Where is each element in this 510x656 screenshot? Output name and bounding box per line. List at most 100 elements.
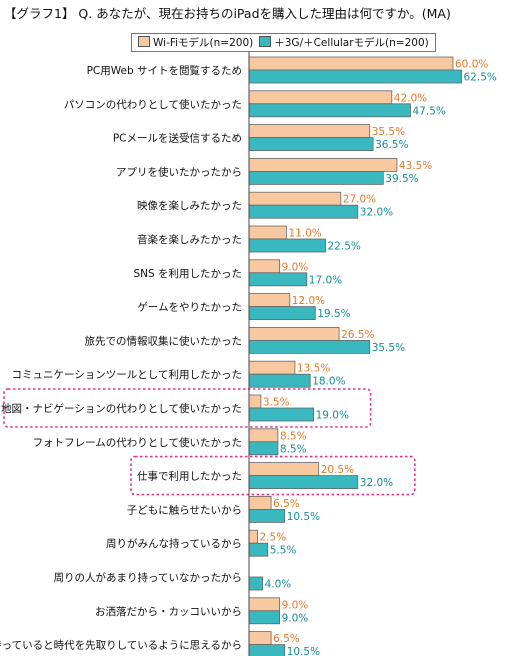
bar-cellular-8 [248, 339, 371, 354]
value-label-cellular-7: 19.5% [317, 308, 350, 320]
category-label-6: SNS を利用したかった [133, 268, 242, 280]
category-label-7: ゲームをやりたかった [137, 302, 242, 314]
bar-wifi-17 [248, 631, 272, 645]
bar-wifi-8 [248, 326, 340, 341]
value-label-cellular-8: 35.5% [372, 342, 405, 354]
legend-label-wifi: Wi-Fiモデル(n=200) [153, 37, 254, 49]
value-label-cellular-17: 10.5% [287, 646, 320, 656]
bar-cellular-9 [248, 373, 311, 388]
category-label-13: 子どもに触らせたいから [127, 503, 242, 516]
value-label-cellular-11: 8.5% [280, 443, 307, 455]
category-label-1: パソコンの代わりとして使いたかった [64, 98, 242, 111]
bar-cellular-2 [248, 137, 374, 152]
category-label-3: アプリを使いたかったから [116, 165, 242, 178]
bar-cellular-14 [248, 542, 269, 557]
bar-cellular-15 [248, 576, 264, 591]
value-label-cellular-15: 4.0% [265, 579, 292, 591]
category-label-12: 仕事で利用したかった [137, 470, 242, 483]
value-label-wifi-10: 3.5% [263, 397, 290, 409]
bar-wifi-4 [248, 191, 342, 206]
bar-wifi-3 [248, 157, 398, 172]
value-label-wifi-12: 20.5% [321, 464, 354, 476]
bar-wifi-14 [248, 529, 258, 544]
value-label-cellular-5: 22.5% [328, 241, 361, 253]
legend-item-wifi: Wi-Fiモデル(n=200) [138, 35, 253, 50]
bar-wifi-16 [248, 597, 281, 612]
category-label-2: PCメールを送受信するため [113, 132, 242, 145]
bar-cellular-10 [248, 407, 314, 422]
value-label-wifi-11: 8.5% [280, 430, 307, 442]
legend-label-cellular: ＋3G/＋Cellularモデル(n=200) [274, 37, 429, 49]
value-label-wifi-14: 2.5% [260, 532, 287, 544]
value-label-cellular-13: 10.5% [287, 511, 320, 523]
value-label-wifi-6: 9.0% [282, 261, 309, 273]
bar-wifi-7 [248, 293, 291, 308]
legend-swatch-wifi [138, 36, 150, 47]
value-label-cellular-0: 62.5% [464, 72, 497, 84]
category-label-15: 周りの人があまり持っていなかったから [54, 571, 242, 584]
category-label-16: お洒落だから・カッコいいから [95, 605, 242, 618]
bar-wifi-0 [248, 56, 454, 71]
bar-wifi-13 [248, 495, 272, 510]
bar-wifi-2 [248, 124, 371, 138]
bar-wifi-11 [248, 428, 279, 443]
chart-title: 【グラフ1】 Q. あなたが、現在お持ちのiPadを購入した理由は何ですか。(M… [4, 6, 451, 21]
value-label-cellular-3: 39.5% [385, 173, 418, 185]
highlight-box-12 [130, 455, 416, 496]
bar-cellular-1 [248, 103, 411, 118]
category-label-4: 映像を楽しみたかった [137, 199, 242, 212]
category-label-11: フォトフレームの代わりとして使いたかった [33, 436, 242, 449]
category-label-10: 地図・ナビゲーションの代わりとして使いたかった [1, 402, 242, 415]
value-label-cellular-4: 32.0% [360, 207, 393, 219]
value-label-cellular-9: 18.0% [312, 376, 345, 388]
value-label-wifi-13: 6.5% [273, 498, 300, 510]
legend-swatch-cellular [259, 36, 272, 47]
bar-cellular-4 [248, 204, 359, 219]
category-label-5: 音楽を楽しみたかった [137, 233, 242, 246]
value-label-cellular-14: 5.5% [270, 545, 297, 557]
value-label-wifi-16: 9.0% [282, 599, 309, 611]
legend: Wi-Fiモデル(n=200) ＋3G/＋Cellularモデル(n=200) [131, 33, 436, 52]
bar-cellular-6 [248, 272, 308, 287]
bar-cellular-11 [248, 441, 279, 456]
value-label-cellular-16: 9.0% [282, 612, 309, 624]
value-label-wifi-5: 11.0% [288, 228, 321, 240]
value-label-wifi-3: 43.5% [399, 160, 432, 172]
category-label-14: 周りがみんな持っているから [106, 537, 242, 550]
bar-cellular-16 [248, 610, 281, 625]
value-label-cellular-1: 47.5% [413, 105, 446, 117]
value-label-wifi-1: 42.0% [394, 92, 427, 104]
category-label-17: 持っていると時代を先取りしているように思えるから [0, 639, 242, 652]
legend-item-cellular: ＋3G/＋Cellularモデル(n=200) [259, 35, 429, 50]
bar-wifi-9 [248, 360, 296, 375]
bar-wifi-12 [248, 462, 320, 477]
value-label-wifi-7: 12.0% [292, 295, 325, 307]
value-label-cellular-6: 17.0% [309, 274, 342, 286]
category-label-0: PC用Web サイトを閲覧するため [87, 64, 242, 77]
value-label-wifi-4: 27.0% [343, 194, 376, 206]
category-label-9: コミュニケーションツールとして利用したかった [12, 369, 242, 381]
bar-cellular-13 [248, 508, 286, 523]
value-label-wifi-2: 35.5% [372, 126, 405, 138]
bar-cellular-0 [248, 69, 462, 84]
value-label-cellular-10: 19.0% [316, 410, 349, 422]
value-label-wifi-0: 60.0% [455, 59, 488, 71]
bar-cellular-12 [248, 475, 359, 490]
bar-wifi-5 [248, 225, 287, 240]
bar-wifi-10 [248, 394, 262, 409]
bar-cellular-7 [248, 306, 316, 321]
bar-wifi-1 [248, 90, 393, 105]
value-label-wifi-9: 13.5% [297, 363, 330, 375]
bar-cellular-3 [248, 170, 384, 185]
category-label-8: 旅先での情報収集に使いたかった [85, 334, 243, 347]
value-label-wifi-17: 6.5% [273, 633, 300, 645]
value-label-wifi-8: 26.5% [341, 329, 374, 341]
value-label-cellular-12: 32.0% [360, 477, 393, 489]
value-label-cellular-2: 36.5% [375, 139, 408, 151]
bar-wifi-6 [248, 259, 281, 274]
highlight-box-10 [3, 388, 372, 428]
bar-cellular-5 [248, 238, 326, 253]
bar-cellular-17 [248, 644, 286, 656]
